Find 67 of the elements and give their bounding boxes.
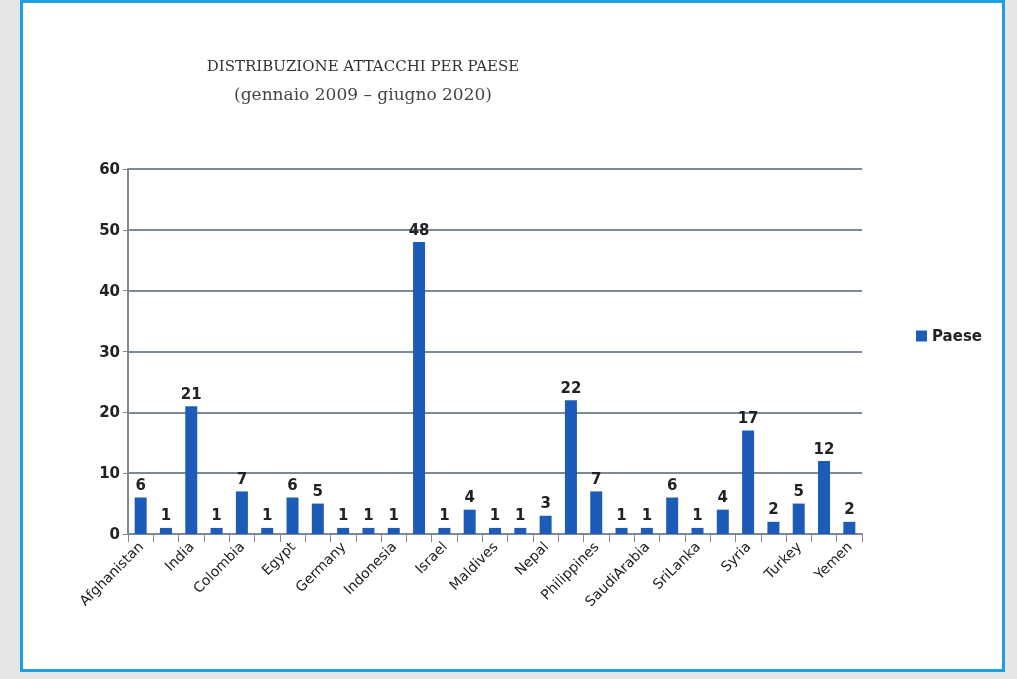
data-label: 1 xyxy=(692,506,703,525)
bar xyxy=(666,497,679,534)
y-tick-label: 40 xyxy=(99,281,120,300)
chart-title: DISTRIBUZIONE ATTACCHI PER PAESE xyxy=(206,56,520,75)
data-label: 5 xyxy=(312,482,324,501)
bar xyxy=(818,461,831,534)
bar xyxy=(590,491,603,534)
bar xyxy=(615,527,628,534)
data-label: 1 xyxy=(489,506,501,525)
bar xyxy=(235,491,248,534)
bar xyxy=(185,406,198,534)
y-tick-label: 50 xyxy=(99,220,120,239)
data-label: 1 xyxy=(211,506,222,525)
bar xyxy=(792,503,805,534)
data-label: 12 xyxy=(813,439,835,458)
bar xyxy=(691,527,704,534)
data-label: 1 xyxy=(515,506,526,525)
data-label: 7 xyxy=(236,469,248,488)
bar xyxy=(564,400,577,534)
bar xyxy=(159,527,172,534)
bar xyxy=(742,430,755,534)
y-tick-label: 10 xyxy=(99,464,120,483)
y-tick-label: 30 xyxy=(99,342,120,361)
data-label: 1 xyxy=(363,506,374,525)
data-label: 1 xyxy=(388,506,399,525)
data-label: 22 xyxy=(560,378,582,397)
data-label: 6 xyxy=(135,476,146,494)
y-tick-label: 0 xyxy=(109,525,120,543)
data-label: 6 xyxy=(287,476,298,494)
bar xyxy=(539,515,552,534)
data-label: 21 xyxy=(180,384,202,403)
data-label: 5 xyxy=(793,482,804,501)
data-label: 2 xyxy=(768,500,779,519)
data-label: 1 xyxy=(160,506,172,525)
bar xyxy=(843,521,856,534)
data-label: 1 xyxy=(439,506,450,525)
bar xyxy=(716,509,729,534)
legend-label: Paese xyxy=(932,327,983,345)
data-label: 1 xyxy=(337,506,349,525)
bar xyxy=(210,527,223,534)
data-label: 3 xyxy=(540,494,551,513)
bar xyxy=(261,527,274,534)
data-label: 1 xyxy=(261,506,273,525)
bar xyxy=(286,497,299,534)
chart-subtitle: (gennaio 2009 – giugno 2020) xyxy=(234,83,492,104)
bar xyxy=(438,527,451,534)
data-label: 17 xyxy=(737,409,759,428)
y-tick-label: 20 xyxy=(99,403,120,422)
data-label: 6 xyxy=(666,476,678,494)
data-label: 1 xyxy=(641,506,653,525)
data-label: 2 xyxy=(844,500,855,519)
bar xyxy=(640,527,653,534)
bar xyxy=(337,527,350,534)
bar xyxy=(387,527,400,534)
bar xyxy=(413,242,426,534)
bar xyxy=(463,509,476,534)
data-label: 1 xyxy=(616,506,627,525)
bar xyxy=(134,497,147,534)
bar xyxy=(514,527,527,534)
bar xyxy=(311,503,324,534)
bar xyxy=(362,527,375,534)
data-label: 4 xyxy=(717,488,729,507)
bar xyxy=(489,527,501,534)
bar xyxy=(767,521,780,534)
y-tick-label: 60 xyxy=(99,160,120,178)
data-label: 7 xyxy=(591,469,602,488)
data-label: 4 xyxy=(464,488,475,507)
